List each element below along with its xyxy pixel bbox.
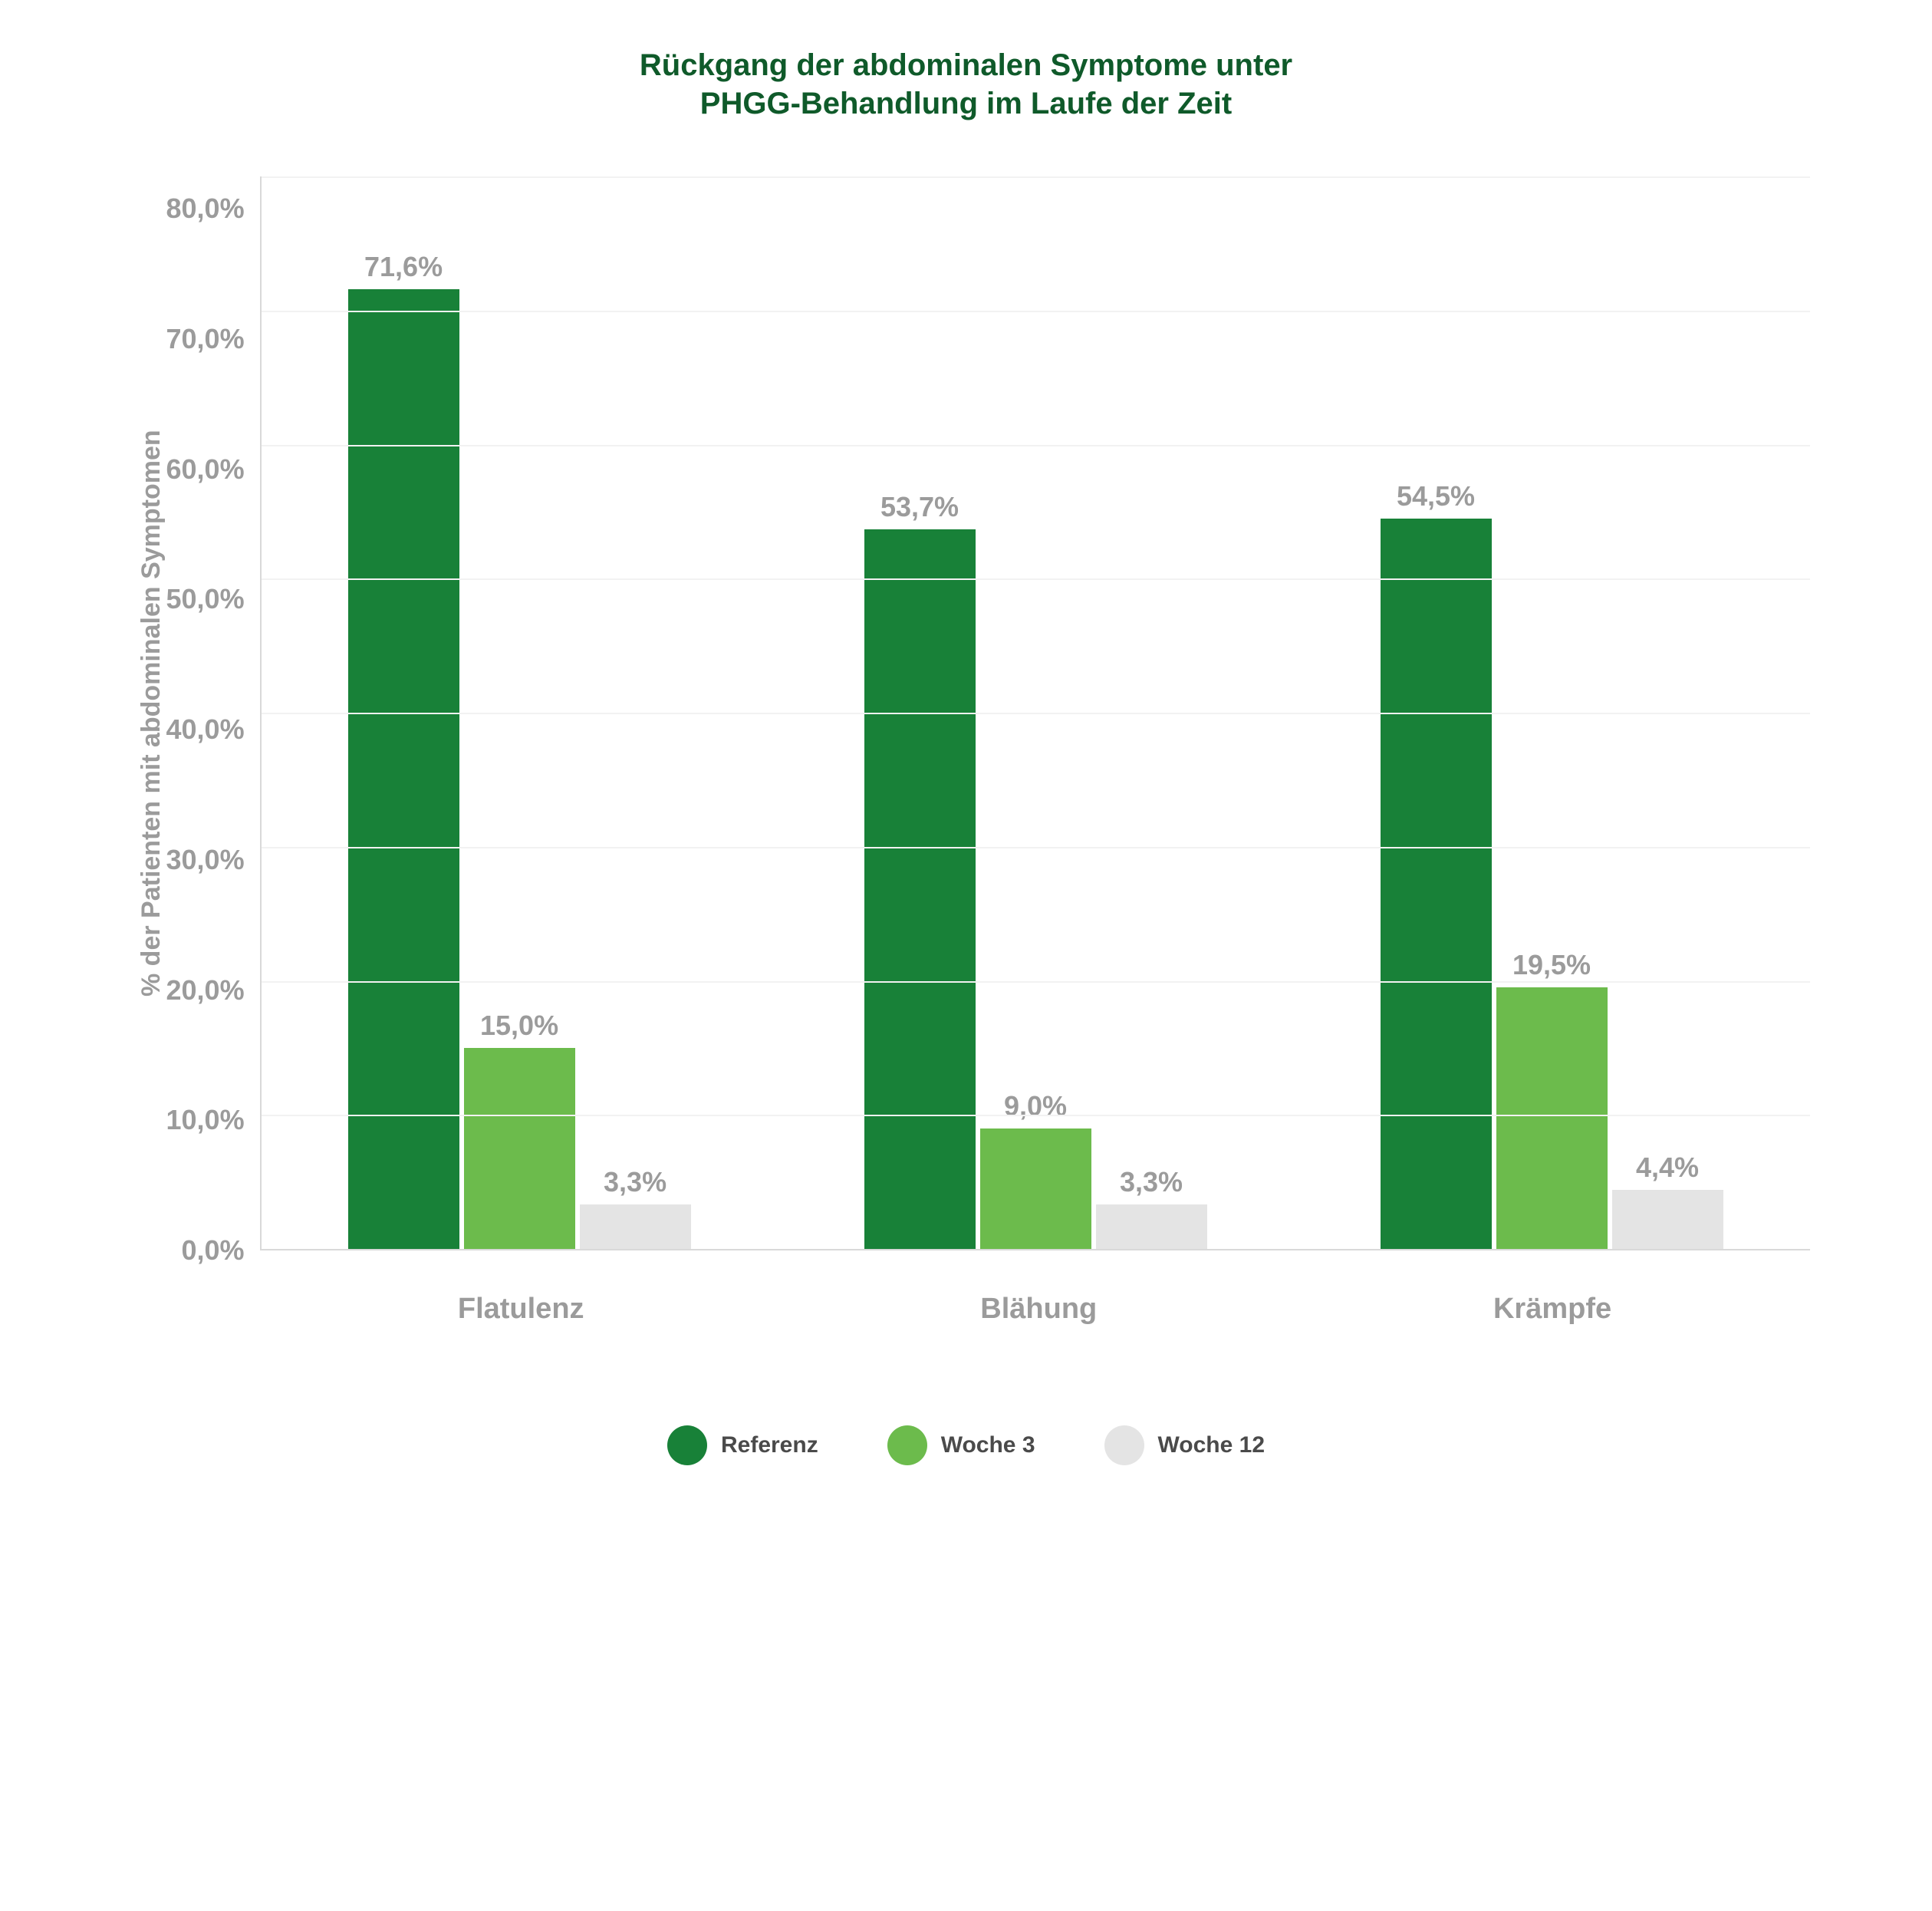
legend-item: Referenz: [667, 1425, 818, 1465]
legend: Referenz Woche 3 Woche 12: [123, 1425, 1810, 1465]
chart-title: Rückgang der abdominalen Symptome unter …: [123, 46, 1810, 123]
y-tick-label: 10,0%: [166, 1104, 245, 1136]
bar-value-label: 71,6%: [364, 251, 443, 283]
gridline: [262, 981, 1810, 983]
bar-value-label: 3,3%: [604, 1166, 666, 1198]
bar: [348, 289, 459, 1249]
plot-area: 71,6% 15,0% 3,3% 53,7% 9,0% 3,3% 54,5% 19,5% 4,4…: [260, 176, 1810, 1250]
gridline: [262, 578, 1810, 580]
bar: [580, 1204, 691, 1249]
bar: [1381, 519, 1492, 1249]
legend-label: Woche 3: [941, 1432, 1035, 1458]
legend-label: Woche 12: [1158, 1432, 1266, 1458]
gridline: [262, 311, 1810, 312]
gridline: [262, 176, 1810, 178]
x-axis-label: Blähung: [980, 1293, 1097, 1326]
x-axis-labels: Flatulenz Blähung Krämpfe: [260, 1293, 1810, 1326]
legend-item: Woche 3: [887, 1425, 1035, 1465]
y-axis-label: % der Patienten mit abdominalen Symptome…: [123, 176, 166, 1250]
bar: [980, 1128, 1091, 1249]
bar-value-label: 53,7%: [880, 491, 959, 523]
bar: [1096, 1204, 1207, 1249]
bar-value-label: 9,0%: [1004, 1090, 1067, 1122]
y-tick-label: 60,0%: [166, 453, 245, 486]
y-tick-label: 40,0%: [166, 713, 245, 746]
legend-label: Referenz: [721, 1432, 818, 1458]
bar-value-label: 19,5%: [1512, 949, 1591, 981]
y-tick-label: 0,0%: [166, 1234, 245, 1267]
y-tick-label: 20,0%: [166, 974, 245, 1007]
x-axis-label: Krämpfe: [1493, 1293, 1611, 1326]
bar-value-label: 15,0%: [480, 1010, 558, 1042]
legend-swatch: [667, 1425, 707, 1465]
chart-body: % der Patienten mit abdominalen Symptome…: [123, 176, 1810, 1250]
x-axis-label: Flatulenz: [458, 1293, 584, 1326]
legend-swatch: [887, 1425, 927, 1465]
legend-item: Woche 12: [1104, 1425, 1266, 1465]
gridline: [262, 713, 1810, 714]
bar: [1612, 1190, 1723, 1249]
chart-title-line1: Rückgang der abdominalen Symptome unter: [640, 48, 1292, 82]
gridline: [262, 1115, 1810, 1116]
bar: [1496, 987, 1608, 1249]
chart-container: Rückgang der abdominalen Symptome unter …: [123, 46, 1810, 1465]
y-tick-label: 50,0%: [166, 583, 245, 615]
y-tick-label: 70,0%: [166, 323, 245, 355]
bar: [864, 529, 976, 1249]
y-tick-label: 80,0%: [166, 193, 245, 225]
legend-swatch: [1104, 1425, 1144, 1465]
gridline: [262, 445, 1810, 446]
bar-value-label: 3,3%: [1120, 1166, 1183, 1198]
bar: [464, 1048, 575, 1249]
bar-value-label: 4,4%: [1636, 1152, 1699, 1184]
chart-title-line2: PHGG-Behandlung im Laufe der Zeit: [700, 87, 1232, 120]
y-axis-ticks: 80,0% 70,0% 60,0% 50,0% 40,0% 30,0% 20,0% 10,0%…: [166, 176, 260, 1250]
gridline: [262, 847, 1810, 848]
bar-value-label: 54,5%: [1397, 480, 1475, 512]
y-tick-label: 30,0%: [166, 844, 245, 876]
